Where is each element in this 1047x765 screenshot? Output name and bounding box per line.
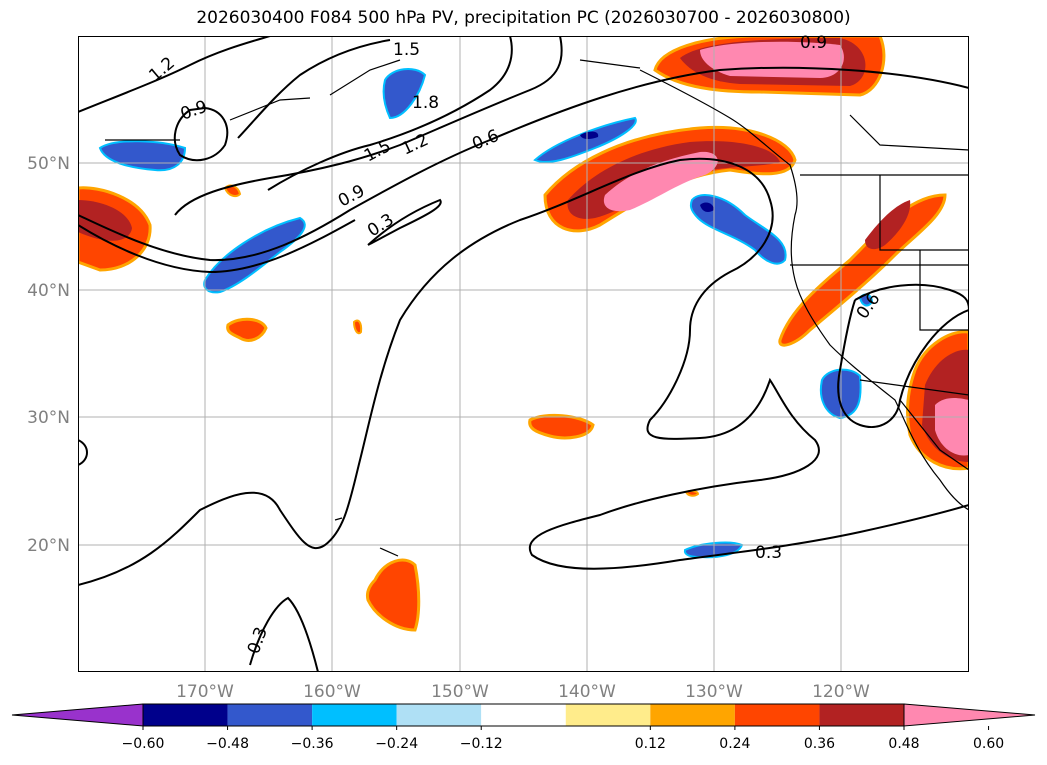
colorbar-tick-label: 0.48	[888, 736, 919, 752]
contour-label: 1.5	[393, 40, 420, 60]
lon-label-150w: 150°W	[431, 682, 489, 702]
pv-contour-9	[78, 439, 88, 466]
map-title: 2026030400 F084 500 hPa PV, precipitatio…	[196, 8, 851, 28]
lat-labels: 50°N 40°N 30°N 20°N	[27, 154, 70, 556]
colorbar: −0.60 −0.48 −0.36 −0.24 −0.12 0.12 0.24 0.36 0.4…	[11, 703, 1036, 752]
precip-blob-california	[778, 193, 947, 347]
colorbar-extend-max	[903, 703, 1036, 727]
pv-contour-7	[78, 219, 356, 274]
precip-blob-small-2	[226, 317, 268, 342]
colorbar-tick-label: −0.48	[206, 736, 249, 752]
lat-label-20n: 20°N	[27, 536, 70, 556]
lon-label-160w: 160°W	[303, 682, 361, 702]
pv-contours	[78, 36, 969, 672]
colorbar-tick-label: 0.36	[804, 736, 835, 752]
contour-label: 0.9	[800, 33, 827, 53]
precip-neg-blob-2	[382, 68, 427, 120]
colorbar-tick-label: −0.36	[291, 736, 334, 752]
pv-contour-6	[78, 66, 969, 262]
map-frame	[78, 36, 969, 672]
colorbar-segment	[143, 704, 228, 726]
lon-label-130w: 130°W	[685, 682, 743, 702]
contour-label: 1.8	[412, 93, 439, 113]
lon-label-140w: 140°W	[558, 682, 616, 702]
lon-label-170w: 170°W	[176, 682, 234, 702]
colorbar-tick-label: −0.12	[460, 736, 503, 752]
pv-contour-5	[174, 36, 563, 216]
colorbar-segment	[565, 704, 651, 726]
lat-label-40n: 40°N	[27, 281, 70, 301]
pv-contour-8	[367, 198, 442, 246]
pv-contour-2	[173, 106, 229, 162]
colorbar-tick-label: 0.12	[635, 736, 666, 752]
lat-label-50n: 50°N	[27, 154, 70, 174]
lat-label-30n: 30°N	[27, 408, 70, 428]
precip-blob-small-4	[352, 319, 363, 335]
colorbar-segment	[734, 704, 820, 726]
precip-neg-blob-4	[533, 116, 637, 164]
colorbar-extend-min	[11, 703, 144, 727]
colorbar-border	[142, 703, 905, 727]
pv-contour-1	[78, 36, 271, 113]
pv-contour-10	[78, 157, 969, 586]
colorbar-tick-label: 0.60	[973, 736, 1004, 752]
colorbar-tick-label: −0.24	[375, 736, 418, 752]
precip-blob-hawaii	[366, 558, 421, 632]
colorbar-segment	[819, 704, 904, 726]
lon-label-120w: 120°W	[812, 682, 870, 702]
colorbar-tick-label: −0.60	[122, 736, 165, 752]
lon-labels: 170°W 160°W 150°W 140°W 130°W 120°W	[176, 682, 870, 702]
pv-contour-11	[249, 596, 319, 672]
colorbar-segment	[650, 704, 735, 726]
colorbar-segment	[227, 704, 313, 726]
pv-contour-3	[237, 39, 391, 139]
pv-contour-12	[837, 283, 969, 428]
colorbar-segment	[312, 704, 397, 726]
precip-blob-small-1	[528, 414, 595, 440]
precip-negative-areas	[98, 68, 874, 559]
contour-label: 0.3	[755, 543, 782, 563]
gridlines	[78, 36, 969, 672]
coastlines	[105, 59, 969, 557]
pv-contour-4	[267, 36, 513, 191]
colorbar-segment	[396, 704, 482, 726]
colorbar-segment	[481, 704, 566, 726]
colorbar-tick-label: 0.24	[719, 736, 750, 752]
